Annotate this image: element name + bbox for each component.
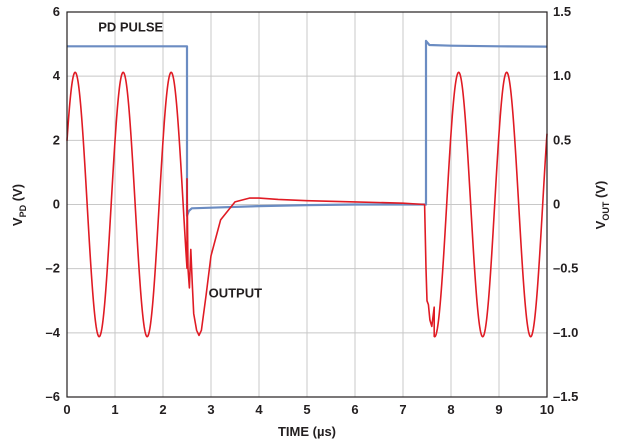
x-tick-label: 4 [255,402,263,417]
y-tick-label-right: –1.5 [553,389,578,404]
x-tick-label: 0 [63,402,70,417]
y-tick-label-left: 6 [53,4,60,19]
plot-frame [66,11,548,398]
x-axis-title: TIME (µs) [278,424,336,439]
y-tick-label-left: –2 [46,261,60,276]
series-line-output [66,71,548,338]
annotation-pd-pulse: PD PULSE [98,19,163,34]
y-tick-label-right: 0.5 [553,132,571,147]
y-tick-label-left: –4 [46,325,61,340]
y-tick-label-left: 0 [53,197,60,212]
series-layer [66,39,548,338]
x-tick-label: 1 [111,402,118,417]
y-tick-label-left: 2 [53,132,60,147]
y-tick-label-right: 1.0 [553,68,571,83]
y-tick-label-right: 0 [553,197,560,212]
x-tick-label: 6 [351,402,358,417]
x-tick-label: 10 [540,402,554,417]
x-tick-label: 2 [159,402,166,417]
y-tick-label-left: –6 [46,389,60,404]
y-tick-label-right: 1.5 [553,4,571,19]
series-line-pd-pulse [67,39,548,217]
x-tick-label: 9 [495,402,502,417]
tick-labels: 0 1 2 3 4 5 6 7 8 9 10 6 4 2 0 –2 –4 –6 1.5 1.0 0.5 0 –0.5 –1.0… [46,4,579,417]
y-tick-label-right: –0.5 [553,261,578,276]
y-axis-title-right: VOUT (V) [593,181,611,230]
y-tick-label-left: 4 [53,68,61,83]
x-tick-label: 7 [399,402,406,417]
x-tick-label: 3 [207,402,214,417]
annotation-output: OUTPUT [209,286,263,301]
y-axis-title-left: VPD (V) [10,184,28,226]
x-tick-label: 5 [303,402,310,417]
x-tick-label: 8 [447,402,454,417]
y-tick-label-right: –1.0 [553,325,578,340]
